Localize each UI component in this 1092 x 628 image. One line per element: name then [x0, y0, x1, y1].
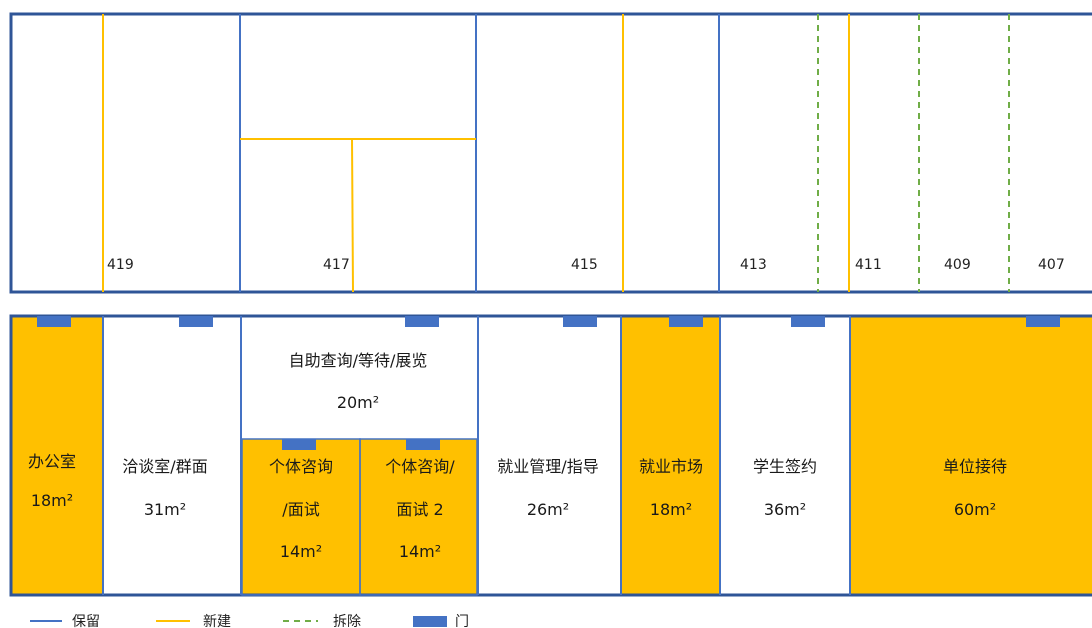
room-number-label: 415	[571, 257, 598, 273]
door-icon	[406, 439, 440, 450]
room-office	[11, 316, 103, 595]
room-name: 就业市场	[639, 457, 703, 476]
door-icon	[669, 316, 703, 327]
wall-new	[351, 138, 354, 293]
proposed-plan-frame	[9, 314, 1092, 597]
room-name: 办公室	[28, 452, 76, 471]
door-icon	[563, 316, 597, 327]
room-name: /面试	[282, 500, 319, 519]
door-icon	[1026, 316, 1060, 327]
legend-door-label: 门	[455, 614, 469, 628]
room-area: 14m²	[280, 542, 322, 561]
room-name: 洽谈室/群面	[122, 457, 207, 476]
legend-new-label: 新建	[203, 614, 231, 628]
room-name: 面试 2	[396, 500, 443, 519]
current-floor-plan: 419 417 415 413 411 409 407	[9, 12, 1092, 294]
room-job-market	[622, 316, 719, 595]
room-area: 31m²	[144, 500, 186, 519]
room-number-label: 413	[740, 257, 767, 273]
room-name: 个体咨询	[269, 457, 333, 476]
legend-retain-label: 保留	[72, 614, 100, 628]
door-icon	[405, 316, 439, 327]
room-name: 学生签约	[753, 457, 817, 476]
door-icon	[791, 316, 825, 327]
room-area: 14m²	[399, 542, 441, 561]
door-icon	[37, 316, 71, 327]
door-icon	[282, 439, 316, 450]
room-consult-2	[360, 439, 477, 595]
room-area: 36m²	[764, 500, 806, 519]
room-area: 20m²	[337, 393, 379, 412]
room-name: 个体咨询/	[385, 457, 455, 476]
proposed-floor-plan: 办公室 18m² 洽谈室/群面 31m² 自助查询/等待/展览 20m² 个体咨…	[9, 314, 1092, 597]
room-number-label: 409	[944, 257, 971, 273]
room-area: 18m²	[31, 491, 73, 510]
door-icon	[179, 316, 213, 327]
room-number-label: 407	[1038, 257, 1065, 273]
room-number-label: 411	[855, 257, 882, 273]
room-number-label: 419	[107, 257, 134, 273]
legend-door-swatch	[413, 616, 447, 627]
room-area: 18m²	[650, 500, 692, 519]
current-plan-frame	[9, 12, 1092, 294]
room-area: 26m²	[527, 500, 569, 519]
room-reception	[850, 316, 1092, 595]
room-name: 单位接待	[943, 457, 1007, 476]
room-consult-1	[242, 439, 360, 595]
legend: 保留 新建 拆除 门	[30, 614, 469, 628]
room-name: 自助查询/等待/展览	[289, 351, 428, 370]
legend-remove-label: 拆除	[333, 614, 361, 628]
room-area: 60m²	[954, 500, 996, 519]
room-name: 就业管理/指导	[497, 457, 598, 476]
room-number-label: 417	[323, 257, 350, 273]
